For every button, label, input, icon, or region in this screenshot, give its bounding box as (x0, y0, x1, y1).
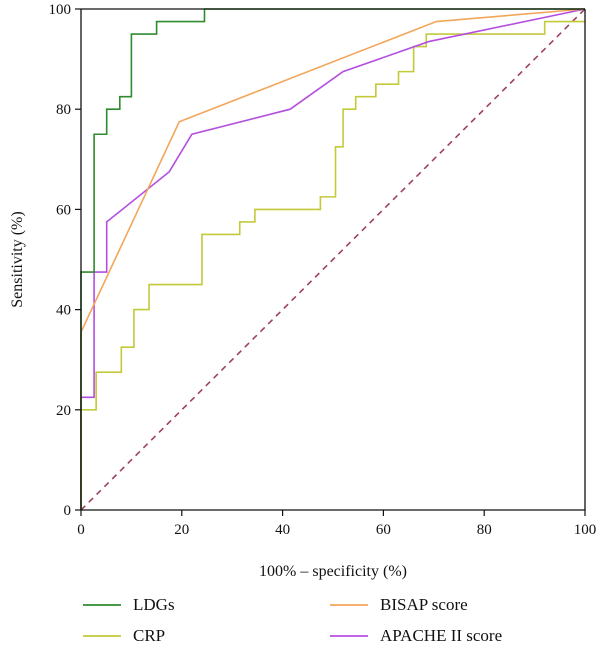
y-tick-label: 100 (49, 2, 72, 18)
x-tick-label: 60 (376, 522, 391, 538)
legend: LDGs CRP BISAP score APACHE II score (83, 595, 502, 645)
series-line-apache-ii-score (80, 8, 586, 510)
legend-label-bisap-score: BISAP score (380, 595, 468, 614)
legend-label-crp: CRP (133, 626, 165, 645)
y-tick-label: 60 (56, 202, 71, 218)
x-tick-label: 100 (574, 522, 597, 538)
y-tick-label: 40 (56, 303, 71, 319)
x-tick-label: 0 (77, 522, 85, 538)
y-tick-label: 80 (56, 102, 71, 118)
ticks-layer: 0 20 40 60 80 100 0 20 40 60 80 100 (49, 2, 597, 538)
axes-layer (80, 8, 586, 511)
x-tick-label: 80 (477, 522, 492, 538)
legend-label-apache-ii-score: APACHE II score (380, 626, 502, 645)
y-tick-label: 0 (64, 503, 72, 519)
x-tick-label: 20 (174, 522, 189, 538)
legend-label-ldgs: LDGs (133, 595, 175, 614)
series-line-ldgs (80, 8, 585, 510)
y-axis-title: Sensitivity (%) (9, 211, 26, 307)
reference-diagonal-line (80, 8, 586, 511)
x-tick-label: 40 (275, 522, 290, 538)
y-tick-label: 20 (56, 403, 71, 419)
series-line-crp (80, 20, 585, 510)
reference-line-layer (80, 8, 586, 511)
x-axis-title: 100% – specificity (%) (259, 563, 407, 580)
